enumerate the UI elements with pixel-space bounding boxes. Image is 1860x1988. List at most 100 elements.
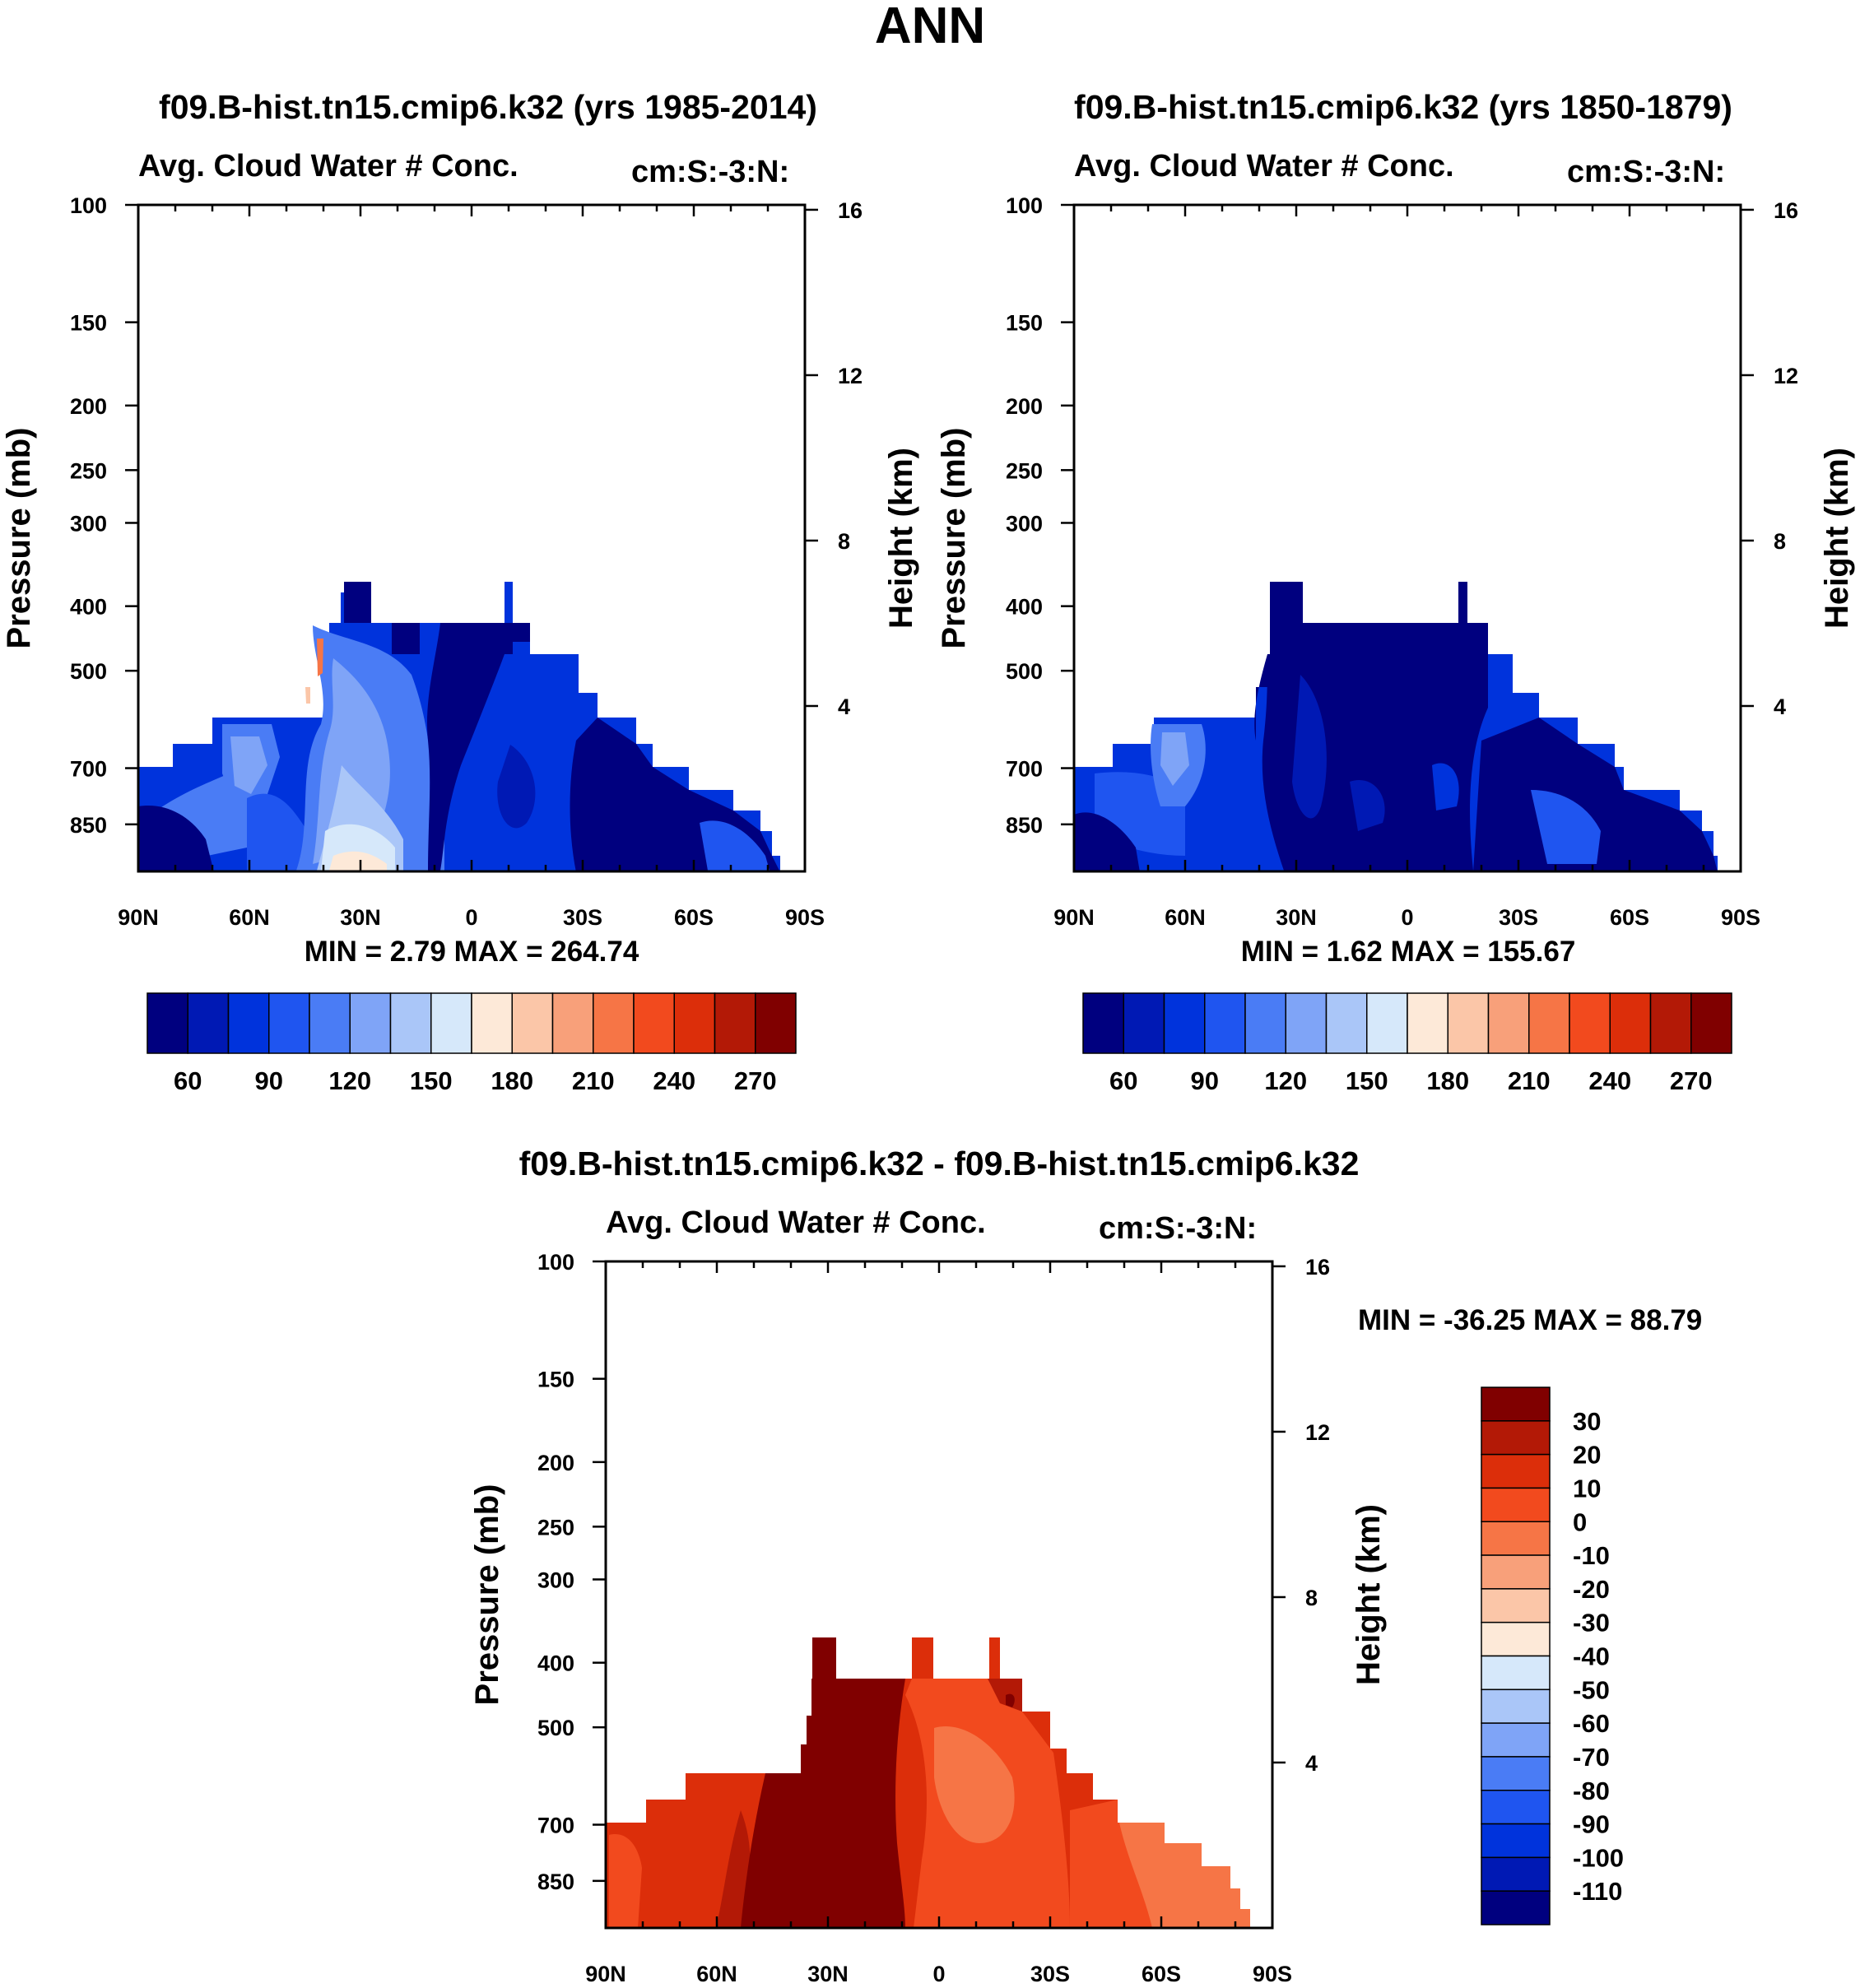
panel-3-colorbar-label: -90 (1573, 1810, 1610, 1839)
panel-2-colorbar-swatch (1487, 992, 1530, 1054)
panel-3-colorbar-label: -60 (1573, 1709, 1610, 1738)
panel-1-colorbar-swatch (349, 992, 392, 1054)
panel-1-colorbar-swatch (511, 992, 554, 1054)
panel-3-y-tick-label: 200 (537, 1451, 574, 1475)
panel-2-x-tick-label: 30S (1499, 905, 1538, 930)
panel-1-colorbar-swatch (146, 992, 188, 1054)
panel-2-colorbar-swatch (1366, 992, 1408, 1054)
panel-2-x-tick-label: 90S (1721, 905, 1760, 930)
panel-3-y-tick-label: 700 (537, 1814, 574, 1838)
panel-3-colorbar-label: -80 (1573, 1777, 1610, 1805)
panel-3-colorbar-label: 20 (1573, 1441, 1601, 1470)
panel-1-y-right-tick-label: 8 (838, 529, 850, 554)
panel-3-plot-field (606, 1637, 1250, 1928)
panel-3-x-tick-label: 90S (1253, 1962, 1292, 1986)
panel-3-units-label: cm:S:-3:N: (1099, 1211, 1257, 1246)
panel-1-colorbar-swatch (389, 992, 432, 1054)
panel-3-colorbar-label: 30 (1573, 1407, 1601, 1436)
panel-1-plot-field (138, 582, 780, 872)
panel-3-y-right-tick-label: 12 (1305, 1420, 1330, 1445)
panel-2-ylabel-right: Height (km) (1819, 448, 1855, 629)
panel-3-colorbar-label: -50 (1573, 1675, 1610, 1704)
panel-3-colorbar-swatch (1481, 1621, 1551, 1657)
panel-3-colorbar-swatch (1481, 1823, 1551, 1859)
panel-2-y-right-tick-label: 4 (1774, 694, 1786, 719)
panel-1-y-tick-label: 100 (70, 193, 107, 218)
panel-1-colorbar-swatch (633, 992, 675, 1054)
panel-2-variable-label: Avg. Cloud Water # Conc. (1074, 149, 1454, 183)
panel-1-colorbar-swatch (268, 992, 310, 1054)
panel-2-colorbar-label: 90 (1191, 1066, 1219, 1095)
panel-1-colorbar-label: 60 (174, 1066, 202, 1095)
panel-3-colorbar-swatch (1481, 1890, 1551, 1925)
panel-1-y-right-tick-label: 16 (838, 198, 863, 223)
panel-3-title: f09.B-hist.tn15.cmip6.k32 - f09.B-hist.t… (519, 1145, 1360, 1182)
panel-3-y-tick-label: 250 (537, 1515, 574, 1540)
panel-3-y-tick-label: 850 (537, 1870, 574, 1894)
panel-2-y-right-tick-label: 8 (1774, 529, 1786, 554)
panel-3-y-tick-label: 400 (537, 1651, 574, 1676)
panel-2-min-max: MIN = 1.62 MAX = 155.67 (1241, 936, 1576, 968)
panel-3-x-tick-label: 0 (932, 1962, 945, 1986)
panel-2-y-tick-label: 250 (1006, 458, 1043, 483)
panel-3-colorbar-label: 0 (1573, 1507, 1587, 1536)
panel-3-x-tick-label: 90N (585, 1962, 626, 1986)
panel-3-y-right-tick-label: 4 (1305, 1751, 1318, 1776)
panel-3-colorbar-swatch (1481, 1420, 1551, 1456)
panel-1-y-tick-label: 250 (70, 458, 107, 483)
panel-2-colorbar-label: 240 (1588, 1066, 1631, 1095)
panel-2: f09.B-hist.tn15.cmip6.k32 (yrs 1850-1879… (936, 88, 1855, 1095)
panel-3-y-tick-label: 150 (537, 1368, 574, 1392)
panel-1-colorbar-label: 120 (328, 1066, 371, 1095)
panel-3-colorbar-label: -100 (1573, 1843, 1624, 1872)
panel-2-colorbar-swatch (1285, 992, 1328, 1054)
panel-1-y-tick-label: 150 (70, 311, 107, 336)
panel-3-min-max: MIN = -36.25 MAX = 88.79 (1358, 1304, 1702, 1336)
panel-1-colorbar-swatch (755, 992, 797, 1054)
panel-1-variable-label: Avg. Cloud Water # Conc. (138, 149, 518, 183)
panel-3-colorbar-label: -110 (1573, 1877, 1622, 1906)
panel-1-ylabel-right: Height (km) (883, 448, 919, 629)
panel-3-colorbar-label: -10 (1573, 1541, 1610, 1570)
panel-2-colorbar-swatch (1163, 992, 1206, 1054)
panel-1-colorbar-swatch (430, 992, 472, 1054)
panel-1-y-tick-label: 200 (70, 394, 107, 419)
panel-1-ylabel-left: Pressure (mb) (1, 428, 37, 649)
panel-2-y-tick-label: 100 (1006, 193, 1043, 218)
panel-3-colorbar-label: -30 (1573, 1609, 1610, 1637)
panel-3-colorbar-swatch (1481, 1554, 1551, 1590)
panel-2-y-tick-label: 150 (1006, 311, 1043, 336)
panel-1-colorbar-label: 240 (653, 1066, 695, 1095)
panel-1-colorbar-label: 270 (734, 1066, 777, 1095)
panel-3-colorbar-swatch (1481, 1722, 1551, 1758)
panel-1-colorbar-swatch (187, 992, 230, 1054)
panel-1-x-tick-label: 90S (785, 905, 825, 930)
panel-3-x-tick-label: 30N (807, 1962, 849, 1986)
panel-2-y-right-tick-label: 12 (1774, 364, 1798, 388)
panel-1-colorbar-swatch (593, 992, 635, 1054)
panel-2-y-tick-label: 300 (1006, 511, 1043, 536)
panel-2-colorbar-swatch (1569, 992, 1611, 1054)
panel-2-colorbar-swatch (1609, 992, 1652, 1054)
panel-1-colorbar-label: 210 (572, 1066, 615, 1095)
panel-3-colorbar-swatch (1481, 1386, 1551, 1422)
panel-2-colorbar-label: 270 (1670, 1066, 1713, 1095)
panel-3-colorbar-swatch (1481, 1588, 1551, 1623)
panel-2-x-tick-label: 30N (1276, 905, 1317, 930)
panel-1-x-tick-label: 60S (674, 905, 714, 930)
panel-1: f09.B-hist.tn15.cmip6.k32 (yrs 1985-2014… (1, 88, 919, 1095)
panel-2-units-label: cm:S:-3:N: (1567, 155, 1725, 189)
panel-2-x-tick-label: 90N (1053, 905, 1095, 930)
panel-3-colorbar-swatch (1481, 1655, 1551, 1691)
panel-3-x-tick-label: 30S (1030, 1962, 1070, 1986)
panel-1-colorbar-swatch (551, 992, 594, 1054)
panel-2-colorbar-label: 120 (1264, 1066, 1307, 1095)
panel-3-y-right-tick-label: 8 (1305, 1586, 1318, 1610)
panel-3-ylabel-left: Pressure (mb) (469, 1484, 505, 1706)
panel-2-colorbar-label: 210 (1508, 1066, 1551, 1095)
panel-1-y-right-tick-label: 4 (838, 694, 850, 719)
panel-1-x-tick-label: 30S (563, 905, 602, 930)
panel-2-y-tick-label: 200 (1006, 394, 1043, 419)
panel-1-title: f09.B-hist.tn15.cmip6.k32 (yrs 1985-2014… (159, 88, 817, 126)
